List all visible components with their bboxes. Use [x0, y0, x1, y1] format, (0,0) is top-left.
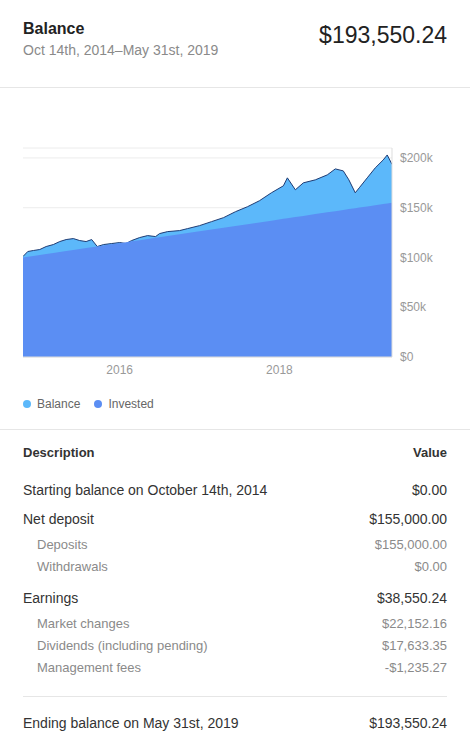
svg-text:$50k: $50k	[400, 300, 427, 314]
html-text:Management fees: Management fees	[37, 659, 142, 675]
html-text:$17,633.35: $17,633.35	[381, 637, 447, 653]
svg-text:$0: $0	[400, 350, 414, 364]
html-text:Balance: Balance	[37, 397, 81, 411]
html-text:$193,550.24: $193,550.24	[319, 22, 447, 48]
html-text:Dividends (including pending): Dividends (including pending)	[37, 637, 208, 653]
html-text:$155,000.00: $155,000.00	[374, 536, 447, 552]
svg-text:$150k: $150k	[400, 201, 434, 215]
html-text:Ending balance on May 31st, 20: Ending balance on May 31st, 2019	[23, 715, 239, 731]
html-text:$22,152.16: $22,152.16	[381, 615, 447, 631]
html-text:$38,550.24: $38,550.24	[376, 589, 447, 606]
html-text:Oct 14th, 2014–May 31st, 2019: Oct 14th, 2014–May 31st, 2019	[23, 42, 219, 58]
html-text:Starting balance on October 14: Starting balance on October 14th, 2014	[23, 481, 268, 498]
html-text:Market changes: Market changes	[37, 615, 130, 631]
html-text:Earnings: Earnings	[23, 589, 79, 606]
html-text:Description: Description	[23, 445, 95, 460]
svg-text:2016: 2016	[106, 363, 133, 377]
html-text:$155,000.00: $155,000.00	[369, 510, 447, 527]
html-text:Net deposit: Net deposit	[23, 510, 94, 527]
html-text:$193,550.24: $193,550.24	[369, 715, 447, 731]
svg-text:$100k: $100k	[400, 251, 434, 265]
html-text:$0.00: $0.00	[412, 481, 447, 498]
svg-text:2018: 2018	[266, 363, 293, 377]
html-text:-$1,235.27: -$1,235.27	[384, 659, 447, 675]
html-text:Invested: Invested	[108, 397, 154, 411]
html-text:Deposits: Deposits	[37, 536, 88, 552]
svg-text:$200k: $200k	[400, 151, 434, 165]
html-text:Value: Value	[413, 445, 447, 460]
html-text:Withdrawals: Withdrawals	[37, 558, 108, 574]
html-text:$0.00: $0.00	[414, 558, 447, 574]
html-text:Balance: Balance	[23, 20, 85, 37]
